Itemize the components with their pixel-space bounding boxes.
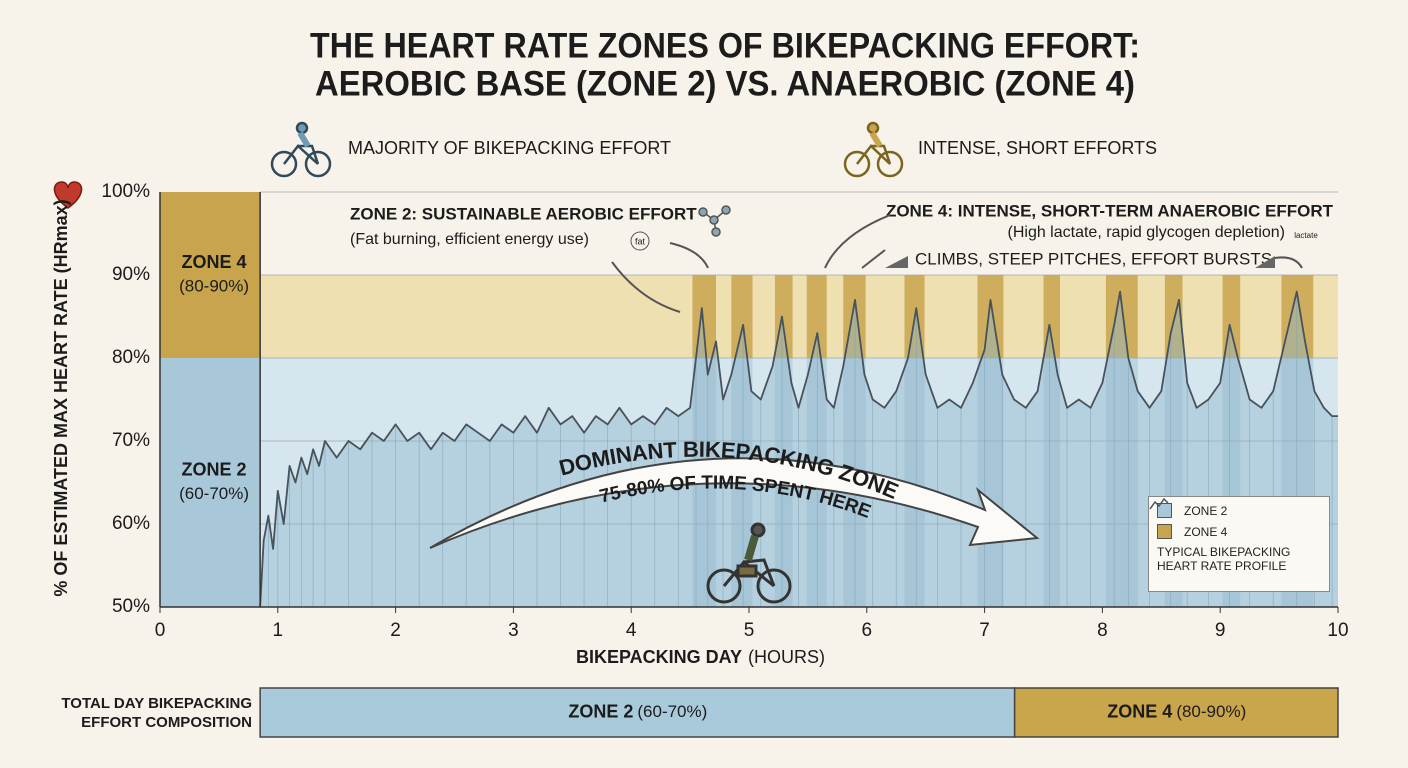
annotation: MAJORITY OF BIKEPACKING EFFORT (348, 138, 671, 158)
zone-name: ZONE 2 (182, 459, 247, 479)
y-tick-label: 70% (112, 430, 150, 451)
y-tick-label: 90% (112, 264, 150, 285)
zone-label-block (160, 358, 261, 607)
icon-label: lactate (1294, 231, 1318, 240)
zone-range: (80-90%) (179, 276, 249, 295)
annotation: ZONE 2: SUSTAINABLE AEROBIC EFFORT (350, 204, 697, 223)
fat-icon (630, 231, 650, 251)
legend-label: ZONE 4 (1184, 524, 1228, 539)
icon-label: fat (635, 236, 646, 246)
x-tick-label: 0 (155, 620, 166, 641)
molecule-icon (698, 205, 731, 237)
x-axis-label: BIKEPACKING DAY (576, 647, 742, 667)
legend-entry: TYPICAL BIKEPACKING HEART RATE PROFILE (1149, 497, 1321, 573)
legend-line (1149, 497, 1169, 510)
x-tick-label: 3 (508, 620, 519, 641)
x-tick-label: 10 (1327, 620, 1348, 641)
composition-range: (80-90%) (1176, 702, 1246, 721)
zone-band (260, 275, 1338, 358)
zone-label-block (160, 192, 261, 358)
legend-line-glyph (1149, 497, 1169, 510)
zone4-stripe (774, 275, 793, 358)
zone4-stripe (1105, 275, 1138, 358)
legend: ZONE 2 ZONE 4 TYPICAL BIKEPACKING HEART RA… (1148, 496, 1330, 592)
x-tick-label: 7 (979, 620, 990, 641)
chart-title: THE HEART RATE ZONES OF BIKEPACKING EFFO… (310, 26, 1140, 65)
zone4-stripe (1281, 275, 1314, 358)
x-tick-label: 8 (1097, 620, 1108, 641)
x-tick-label: 1 (273, 620, 284, 641)
zone-range: (60-70%) (179, 484, 249, 503)
x-tick-label: 4 (626, 620, 637, 641)
annotation: ZONE 4: INTENSE, SHORT-TERM ANAEROBIC EF… (886, 201, 1334, 220)
legend-swatch (1157, 503, 1172, 518)
heart-rate-line (259, 290, 1338, 608)
y-tick-label: 80% (112, 347, 150, 368)
zone4-stripe-lower (1105, 358, 1138, 607)
x-axis-unit: (HOURS) (748, 647, 825, 667)
y-tick-label: 50% (112, 596, 150, 617)
x-tick-label: 2 (390, 620, 401, 641)
zone4-stripe (806, 275, 827, 358)
annotation: (Fat burning, efficient energy use) (350, 231, 589, 248)
annotation: CLIMBS, STEEP PITCHES, EFFORT BURSTS (915, 249, 1272, 268)
y-tick-label: 60% (112, 513, 150, 534)
y-tick-label: 100% (101, 181, 150, 202)
zone4-stripe-lower (904, 358, 925, 607)
x-tick-label: 9 (1215, 620, 1226, 641)
cyclist-icon (270, 121, 332, 178)
zone-name: ZONE 4 (182, 252, 247, 272)
y-axis-label: % OF ESTIMATED MAX HEART RATE (HRmax) (51, 199, 71, 596)
composition-bar (1013, 687, 1339, 738)
legend-label: TYPICAL BIKEPACKING HEART RATE PROFILE (1157, 545, 1291, 573)
x-tick-label: 6 (862, 620, 873, 641)
x-tick-label: 5 (744, 620, 755, 641)
cyclist-icon (843, 121, 904, 178)
annotation: (High lactate, rapid glycogen depletion) (1008, 224, 1286, 241)
profile-area (260, 291, 1338, 607)
composition-name: ZONE 4 (1107, 701, 1172, 721)
annotation-arrow (611, 214, 1303, 313)
zone4-stripe (977, 275, 1004, 358)
legend-entry: ZONE 4 (1157, 524, 1321, 539)
legend-label: ZONE 2 (1184, 503, 1228, 518)
zone4-stripe-lower (1043, 358, 1060, 607)
chart-title: AEROBIC BASE (ZONE 2) VS. ANAEROBIC (ZON… (315, 64, 1135, 103)
composition-bar (259, 687, 1016, 738)
composition-name: ZONE 2 (568, 701, 633, 721)
composition-range: (60-70%) (637, 702, 707, 721)
legend-entry: ZONE 2 (1157, 503, 1321, 518)
cyclist-icon (706, 522, 792, 604)
dominant-arrow (429, 457, 1040, 549)
climb-icon (885, 256, 1275, 268)
legend-swatch (1157, 524, 1172, 539)
heart-icon (53, 181, 83, 209)
zone4-stripe (731, 275, 753, 358)
annotation: INTENSE, SHORT EFFORTS (918, 138, 1157, 158)
composition-label: TOTAL DAY BIKEPACKING EFFORT COMPOSITION (61, 695, 252, 731)
zone4-stripe-lower (977, 358, 1004, 607)
